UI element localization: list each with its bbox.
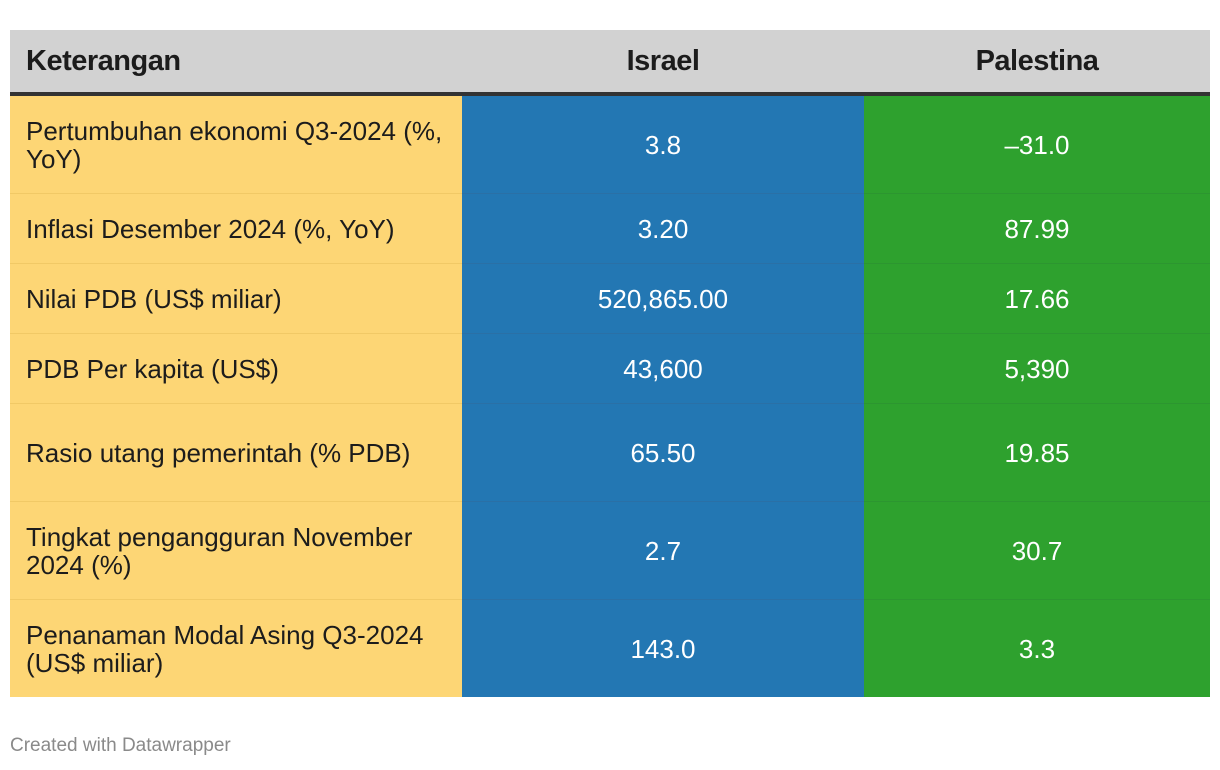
palestina-value: 3.3 — [864, 599, 1210, 697]
column-header-palestina[interactable]: Palestina — [864, 30, 1210, 96]
column-header-israel[interactable]: Israel — [462, 30, 864, 96]
datawrapper-credit[interactable]: Created with Datawrapper — [10, 735, 231, 756]
row-label: Penanaman Modal Asing Q3-2024 (US$ milia… — [10, 599, 462, 697]
palestina-value: 30.7 — [864, 501, 1210, 600]
palestina-value: 19.85 — [864, 403, 1210, 502]
table-row: Inflasi Desember 2024 (%, YoY) 3.20 87.9… — [10, 193, 1210, 264]
israel-value: 143.0 — [462, 599, 864, 697]
israel-value: 3.20 — [462, 193, 864, 264]
row-label: PDB Per kapita (US$) — [10, 333, 462, 404]
column-header-keterangan[interactable]: Keterangan — [10, 30, 462, 96]
israel-value: 520,865.00 — [462, 263, 864, 334]
table-row: Tingkat pengangguran November 2024 (%) 2… — [10, 501, 1210, 600]
palestina-value: 5,390 — [864, 333, 1210, 404]
table-row: Penanaman Modal Asing Q3-2024 (US$ milia… — [10, 599, 1210, 697]
row-label: Rasio utang pemerintah (% PDB) — [10, 403, 462, 502]
table-row: Nilai PDB (US$ miliar) 520,865.00 17.66 — [10, 263, 1210, 334]
israel-value: 2.7 — [462, 501, 864, 600]
row-label: Inflasi Desember 2024 (%, YoY) — [10, 193, 462, 264]
israel-value: 65.50 — [462, 403, 864, 502]
row-label: Nilai PDB (US$ miliar) — [10, 263, 462, 334]
table-row: Pertumbuhan ekonomi Q3-2024 (%, YoY) 3.8… — [10, 94, 1210, 194]
israel-value: 3.8 — [462, 94, 864, 194]
comparison-table-container: Keterangan Israel Palestina Pertumbuhan … — [10, 30, 1210, 697]
row-label: Pertumbuhan ekonomi Q3-2024 (%, YoY) — [10, 94, 462, 194]
israel-value: 43,600 — [462, 333, 864, 404]
comparison-table: Keterangan Israel Palestina Pertumbuhan … — [10, 30, 1210, 697]
table-header-row: Keterangan Israel Palestina — [10, 30, 1210, 96]
table-row: PDB Per kapita (US$) 43,600 5,390 — [10, 333, 1210, 404]
palestina-value: 87.99 — [864, 193, 1210, 264]
row-label: Tingkat pengangguran November 2024 (%) — [10, 501, 462, 600]
palestina-value: –31.0 — [864, 94, 1210, 194]
table-row: Rasio utang pemerintah (% PDB) 65.50 19.… — [10, 403, 1210, 502]
palestina-value: 17.66 — [864, 263, 1210, 334]
